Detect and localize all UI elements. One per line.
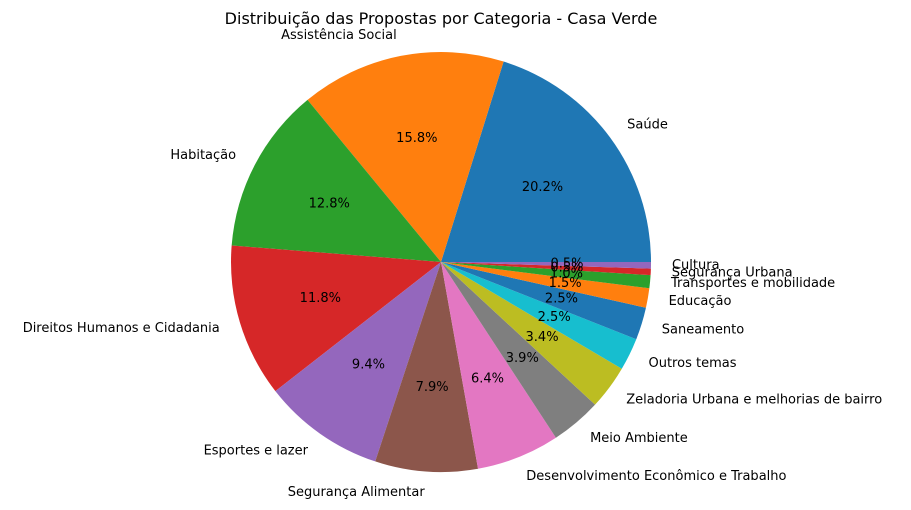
slice-percentage: 7.9% — [416, 380, 449, 395]
slice-label: Desenvolvimento Econômico e Trabalho — [526, 469, 786, 484]
slice-label: Transportes e mobilidade — [670, 276, 835, 291]
pie-slice — [441, 262, 637, 369]
slice-label: Assistência Social — [281, 28, 397, 43]
slice-percentage: 3.9% — [506, 351, 539, 366]
pie-slices — [231, 52, 652, 472]
slice-label: Cultura — [672, 258, 720, 273]
pie-slice — [375, 262, 479, 472]
slice-percentage: 1.5% — [549, 276, 582, 291]
slice-label: Saúde — [627, 118, 668, 133]
slice-percentage: 0.5% — [550, 256, 583, 271]
pie-labels: Saúde 20.2% Assistência Social 15.8% Habitaç… — [23, 28, 883, 500]
slice-label: Meio Ambiente — [590, 431, 688, 446]
slice-label: Zeladoria Urbana e melhorias de bairro — [626, 393, 882, 408]
slice-percentage: 9.4% — [352, 358, 385, 373]
slice-percentage: 2.5% — [538, 310, 571, 325]
pie-slice — [231, 99, 441, 262]
slice-label: Segurança Urbana — [672, 265, 793, 280]
slice-percentage: 11.8% — [300, 291, 341, 306]
pie-slice — [441, 262, 652, 269]
pie-slice — [441, 262, 651, 276]
pie-slice — [441, 262, 622, 405]
pie-slice — [307, 52, 504, 263]
slice-percentage: 6.4% — [471, 372, 504, 387]
slice-percentage: 2.5% — [545, 292, 578, 307]
pie-slice — [441, 262, 556, 469]
slice-percentage: 0.5% — [550, 260, 583, 275]
slice-label: Saneamento — [662, 322, 744, 337]
slice-label: Direitos Humanos e Cidadania — [23, 321, 220, 336]
chart-title: Distribuição das Propostas por Categoria… — [225, 9, 658, 28]
slice-percentage: 1.0% — [550, 266, 583, 281]
slice-percentage: 15.8% — [396, 131, 437, 146]
pie-slice — [441, 262, 646, 340]
slice-percentage: 20.2% — [522, 180, 563, 195]
pie-slice — [441, 262, 596, 438]
pie-slice — [441, 262, 650, 308]
slice-percentage: 12.8% — [309, 196, 350, 211]
slice-label: Outros temas — [648, 356, 736, 371]
slice-label: Habitação — [170, 148, 236, 163]
pie-slice — [441, 262, 651, 289]
pie-slice — [275, 262, 441, 462]
slice-label: Esportes e lazer — [204, 443, 309, 458]
slice-percentage: 3.4% — [526, 330, 559, 345]
slice-label: Segurança Alimentar — [288, 485, 426, 500]
pie-slice — [441, 61, 651, 263]
slice-label: Educação — [669, 294, 732, 309]
pie-slice — [231, 245, 441, 392]
